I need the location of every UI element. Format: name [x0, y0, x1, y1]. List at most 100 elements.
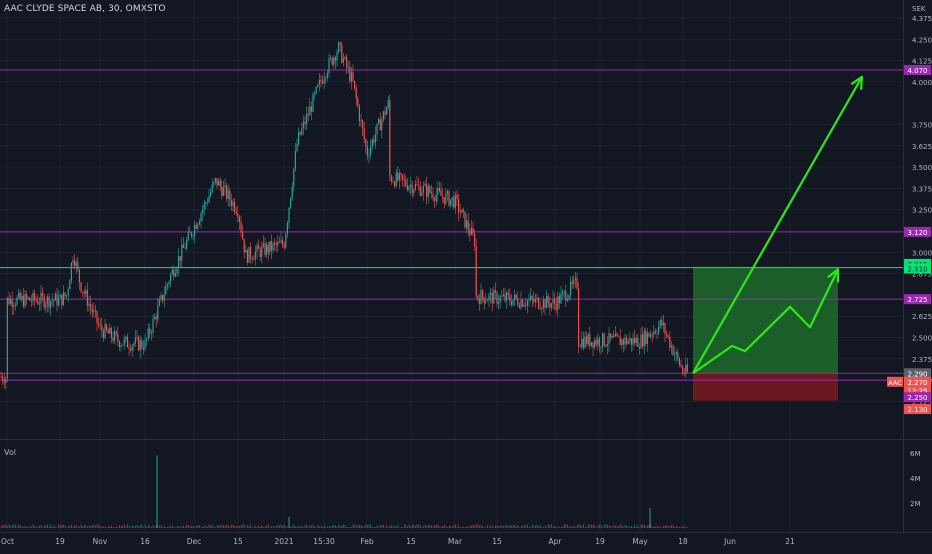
volume-bar [278, 525, 280, 528]
candle-body [216, 178, 218, 186]
volume-bar [507, 526, 509, 528]
volume-bar [550, 524, 552, 528]
volume-bar [466, 525, 468, 528]
candle-body [677, 352, 679, 358]
candle-body [229, 190, 231, 201]
candle-body [16, 297, 18, 305]
volume-bar [61, 524, 63, 528]
candle-body [202, 209, 204, 214]
projection-arrow-zigzag-head[interactable] [827, 268, 840, 283]
volume-bar [104, 526, 106, 528]
volume-bar [565, 524, 567, 528]
candle-body [144, 339, 146, 350]
projection-arrow-zigzag[interactable] [692, 268, 839, 375]
volume-bar [22, 526, 24, 528]
volume-bar [664, 525, 666, 528]
candle-body [629, 338, 631, 342]
candle-body [478, 298, 480, 304]
volume-bar [275, 526, 277, 528]
candle-body [573, 279, 575, 284]
volume-bar [27, 527, 29, 528]
candle-body [2, 376, 4, 381]
price-tick-label: 4.125 [912, 58, 932, 66]
volume-bar [389, 525, 391, 528]
candle-body [542, 299, 544, 309]
candle-body [86, 290, 88, 306]
volume-bar [11, 525, 13, 528]
badge-4070: 4.070 [907, 67, 927, 75]
volume-bar [659, 526, 661, 528]
volume-bar [251, 527, 253, 528]
candle-body [288, 207, 290, 223]
candle-body [290, 198, 292, 208]
candle-body [272, 243, 274, 251]
volume-bar [341, 525, 343, 528]
volume-bar [362, 525, 364, 528]
candle-body [432, 193, 434, 199]
volume-bar [594, 525, 596, 528]
volume-bar [106, 527, 108, 528]
volume-bar [152, 525, 154, 528]
volume-bar [589, 524, 591, 528]
candle-body [114, 331, 116, 341]
projection-arrows[interactable] [692, 75, 864, 375]
volume-bar [413, 524, 415, 528]
candle-body [18, 292, 20, 298]
volume-bar [394, 526, 396, 528]
candle-body [64, 292, 66, 297]
volume-bar [515, 526, 517, 528]
price-tick-label: 4.250 [912, 36, 932, 44]
volume-bar [584, 527, 586, 528]
candle-body [379, 119, 381, 131]
volume-bar [427, 525, 429, 528]
candle-body [267, 244, 269, 253]
volume-bar [514, 524, 516, 528]
candle-body [685, 364, 687, 374]
volume-bar [638, 527, 640, 528]
volume-bar [70, 524, 72, 528]
candle-body [566, 299, 568, 302]
volume-bar [686, 527, 688, 528]
volume-bar [134, 525, 136, 528]
volume-bar [77, 526, 79, 528]
candle-body [174, 273, 176, 277]
volume-bar [5, 524, 7, 528]
candle-body [448, 191, 450, 206]
volume-bar [309, 525, 311, 528]
candle-body [61, 294, 63, 306]
candle-body [26, 294, 28, 299]
candle-body [107, 330, 109, 334]
volume-bar [238, 526, 240, 528]
candle-body [410, 184, 412, 187]
badge-entry: 2.290 [907, 370, 927, 378]
candle-body [314, 93, 316, 95]
candle-body [298, 132, 300, 145]
candle-body [637, 337, 639, 347]
candle-body [440, 190, 442, 196]
volume-bar [240, 525, 242, 528]
candle-body [218, 180, 220, 186]
projection-arrow-main-head[interactable] [850, 75, 864, 90]
candle-body [158, 299, 160, 306]
candle-body [603, 333, 605, 346]
volume-bar [8, 524, 10, 528]
volume-bar [547, 524, 549, 528]
volume-bar [381, 525, 383, 528]
volume-bar [90, 525, 92, 528]
candle-body [376, 123, 378, 135]
volume-bar [461, 527, 463, 528]
candle-body [669, 336, 671, 348]
candle-body [342, 58, 344, 63]
time-axis[interactable]: Oct 19 Nov 16 Dec 15 2021 15:30 Feb 15 Mar 15 Apr 19 M… [1, 537, 795, 546]
volume-bar [467, 526, 469, 528]
volume-bar [549, 524, 551, 528]
volume-bar [523, 525, 525, 528]
candle-body [222, 187, 224, 196]
candle-body [550, 303, 552, 308]
time-tick-label: 21 [785, 537, 795, 546]
candle-body [69, 280, 71, 290]
projection-arrow-main[interactable] [692, 76, 863, 374]
volume-bar [19, 524, 21, 528]
volume-bar [373, 527, 375, 528]
